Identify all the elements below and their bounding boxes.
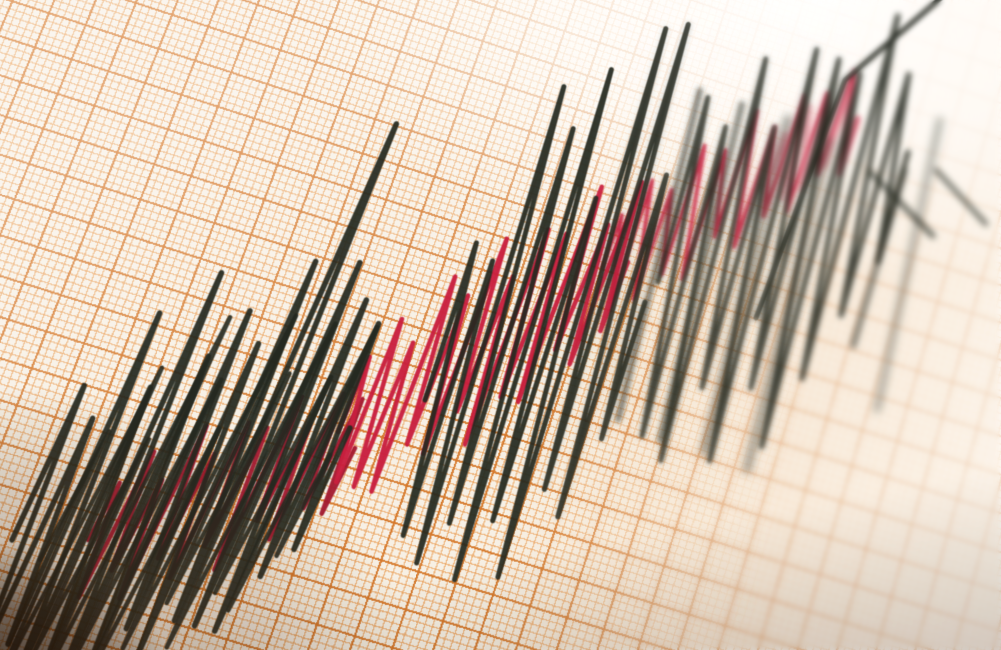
black-stroke-fan-6	[874, 117, 943, 413]
black-trace-right	[639, 13, 912, 464]
black-trace-left	[0, 121, 400, 650]
black-stroke-right-2	[933, 167, 989, 227]
